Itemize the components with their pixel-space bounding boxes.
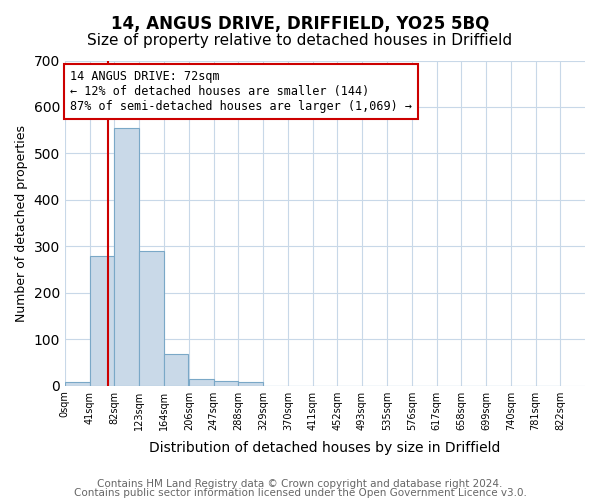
Text: Contains public sector information licensed under the Open Government Licence v3: Contains public sector information licen… xyxy=(74,488,526,498)
Bar xyxy=(139,251,164,386)
Bar xyxy=(65,382,89,386)
Bar xyxy=(114,128,139,386)
Text: 14, ANGUS DRIVE, DRIFFIELD, YO25 5BQ: 14, ANGUS DRIVE, DRIFFIELD, YO25 5BQ xyxy=(111,15,489,33)
Text: Contains HM Land Registry data © Crown copyright and database right 2024.: Contains HM Land Registry data © Crown c… xyxy=(97,479,503,489)
Bar xyxy=(238,382,263,386)
Text: Size of property relative to detached houses in Driffield: Size of property relative to detached ho… xyxy=(88,32,512,48)
Bar xyxy=(89,256,114,386)
Text: 14 ANGUS DRIVE: 72sqm
← 12% of detached houses are smaller (144)
87% of semi-det: 14 ANGUS DRIVE: 72sqm ← 12% of detached … xyxy=(70,70,412,114)
Bar xyxy=(189,378,214,386)
Bar xyxy=(214,381,238,386)
X-axis label: Distribution of detached houses by size in Driffield: Distribution of detached houses by size … xyxy=(149,441,500,455)
Bar xyxy=(164,354,188,386)
Y-axis label: Number of detached properties: Number of detached properties xyxy=(15,124,28,322)
